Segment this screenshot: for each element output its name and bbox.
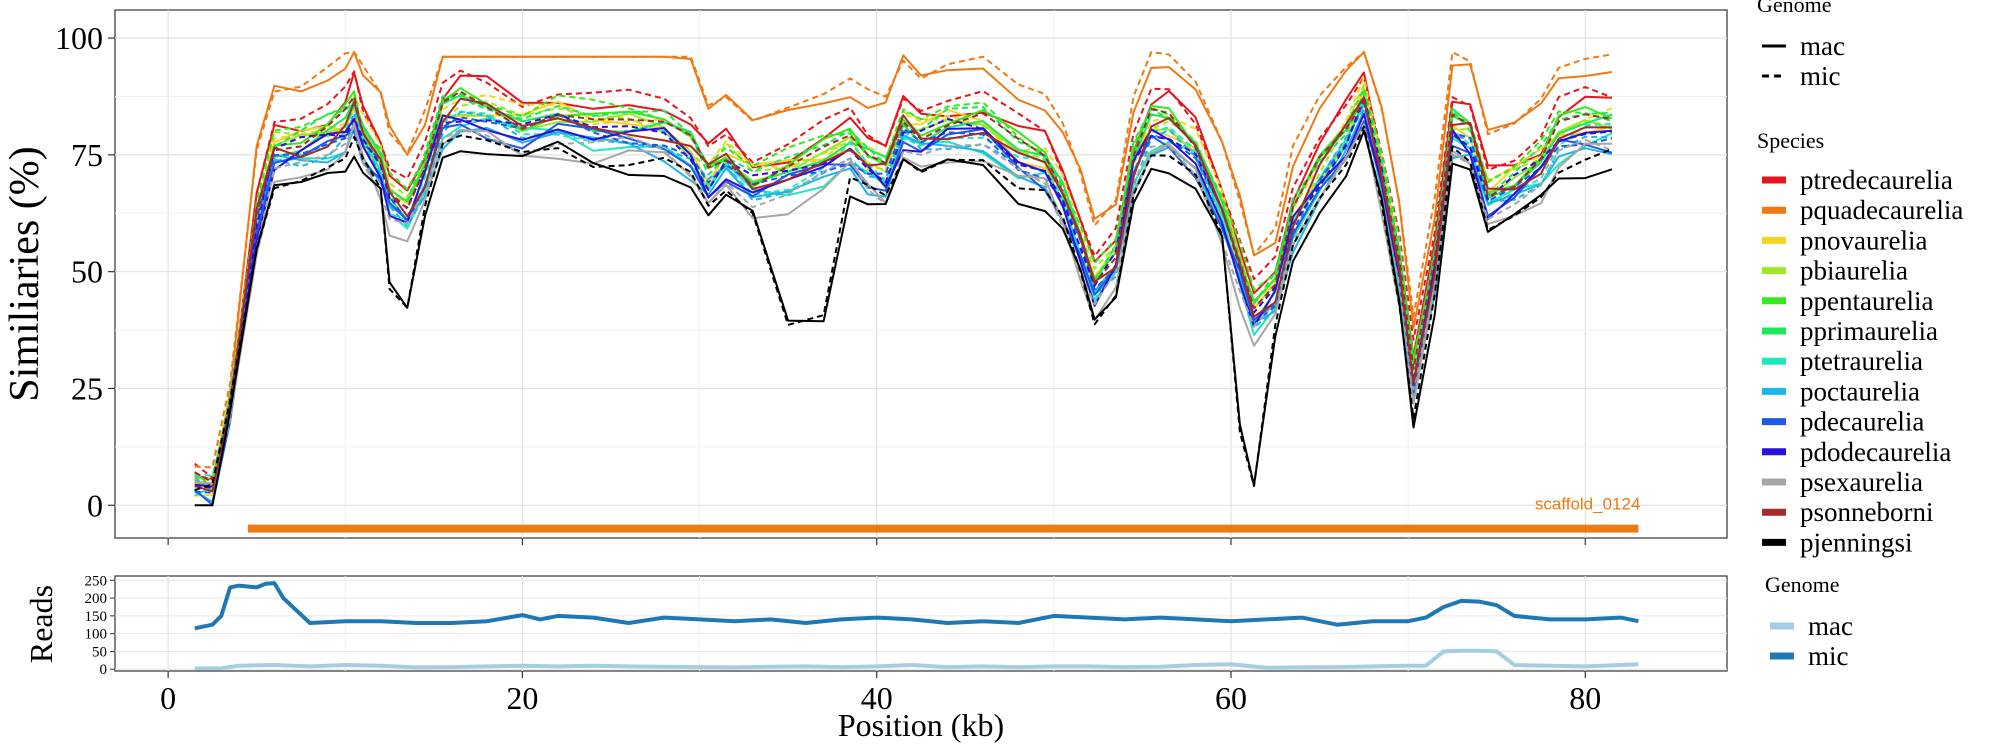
legend-species-label-pjenningsi: pjenningsi — [1800, 527, 1913, 557]
legend-species-label-pdodecaurelia: pdodecaurelia — [1800, 437, 1951, 467]
reads-series-mic — [194, 581, 1639, 631]
reads-y-tick-label-0: 0 — [100, 662, 108, 678]
series-ppentaurelia-mic — [194, 87, 1613, 493]
legend-reads-title: Genome — [1765, 572, 1840, 597]
legend-species-label-pnovaurelia: pnovaurelia — [1800, 225, 1927, 255]
series-poctaurelia-mic — [194, 108, 1612, 487]
x-tick-label-1: 20 — [506, 680, 538, 716]
y-axis-title-reads: Reads — [23, 585, 59, 663]
reads-panel-frame — [114, 575, 1728, 672]
y-tick-label-0: 0 — [87, 487, 103, 523]
y-axis-title-similarity: Similiaries (%) — [2, 146, 48, 401]
scaffold-annotation: scaffold_0124 — [1535, 494, 1641, 513]
reads-y-tick-label-4: 200 — [85, 591, 108, 607]
reads-series-mac — [194, 648, 1639, 671]
legend-species-label-psexaurelia: psexaurelia — [1800, 467, 1923, 497]
legend-species-label-ptetraurelia: ptetraurelia — [1800, 346, 1923, 376]
reads-y-tick-label-2: 100 — [85, 627, 108, 643]
legend-species-label-pquadecaurelia: pquadecaurelia — [1800, 195, 1963, 225]
reads-series-group — [194, 581, 1639, 671]
similarity-axes: 0 25 50 75 100 scaffold_0124 — [55, 20, 1640, 545]
legend-genome-label-mic: mic — [1800, 61, 1841, 91]
series-pdodecaurelia-mac — [194, 113, 1612, 488]
legend-species-label-pbiaurelia: pbiaurelia — [1800, 256, 1908, 286]
legend-species-label-ppentaurelia: ppentaurelia — [1800, 286, 1933, 316]
legend-species: Species ptredecaureliapquadecaureliapnov… — [1757, 128, 1963, 557]
legend-genome-title: Genome — [1757, 0, 1832, 17]
reads-y-tick-label-1: 50 — [92, 644, 107, 660]
y-tick-label-1: 25 — [71, 370, 103, 406]
legend-species-label-psonneborni: psonneborni — [1800, 497, 1933, 527]
legend-species-label-ptredecaurelia: ptredecaurelia — [1800, 165, 1953, 195]
series-pquadecaurelia-mic — [194, 51, 1613, 469]
legend-reads-label-mac: mac — [1808, 611, 1853, 641]
x-tick-label-2: 40 — [861, 680, 893, 716]
legend-species-label-pprimaurelia: pprimaurelia — [1800, 316, 1938, 346]
series-psexaurelia-mac — [194, 122, 1612, 485]
reads-y-tick-label-3: 150 — [85, 609, 108, 625]
similarity-grid — [115, 10, 1727, 538]
legend-species-label-pdecaurelia: pdecaurelia — [1800, 407, 1924, 437]
y-tick-label-2: 50 — [71, 254, 103, 290]
x-axis-title: Position (kb) — [838, 707, 1004, 743]
x-tick-label-4: 80 — [1569, 680, 1601, 716]
x-tick-label-0: 0 — [160, 680, 176, 716]
legend-species-label-poctaurelia: poctaurelia — [1800, 376, 1920, 406]
y-tick-label-3: 75 — [71, 137, 103, 173]
x-tick-label-3: 60 — [1215, 680, 1247, 716]
legend-reads-label-mic: mic — [1808, 641, 1849, 671]
reads-y-tick-label-5: 250 — [85, 573, 108, 589]
legend-species-title: Species — [1757, 128, 1824, 153]
similarity-panel-frame — [114, 9, 1728, 539]
y-tick-label-4: 100 — [55, 20, 103, 56]
series-psonneborni-mic — [194, 90, 1613, 484]
legend-genome-label-mac: mac — [1800, 31, 1845, 61]
similarity-series-group — [194, 51, 1613, 507]
